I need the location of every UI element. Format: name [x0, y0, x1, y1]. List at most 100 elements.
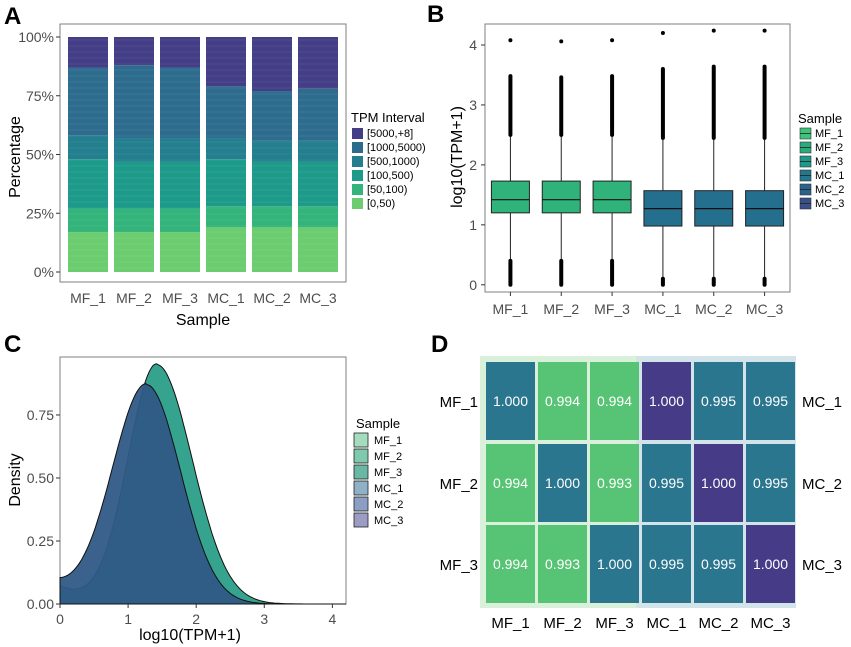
- legend-title: TPM Interval: [351, 110, 425, 125]
- box-plot: 0 1 2 3 4 MF_1 MF_2 MF_3 MC_1 MC_2 MC_3 log10(TPM…: [449, 23, 844, 317]
- y-tick-label: 50%: [26, 147, 54, 163]
- heatmap-value: 0.995: [753, 475, 788, 491]
- legend-label: [500,1000): [367, 156, 420, 168]
- legend-label: [5000,+8]: [367, 128, 413, 140]
- legend-label: MC_2: [374, 499, 403, 511]
- heatmap-cell: [538, 444, 587, 522]
- bar-segment: [114, 138, 154, 162]
- y-tick-label: 25%: [26, 205, 54, 221]
- panel-letter-c: C: [4, 331, 21, 358]
- legend-swatch: [353, 464, 369, 480]
- bar-segment: [298, 88, 338, 141]
- heatmap-cell: [590, 362, 639, 440]
- heatmap-cell: [746, 444, 795, 522]
- heatmap-value: 1.000: [649, 393, 684, 409]
- column-label: MC_3: [750, 615, 790, 632]
- y-tick-label: 75%: [26, 88, 54, 104]
- x-tick-label: MF_2: [116, 290, 152, 306]
- heatmap-value: 0.995: [753, 393, 788, 409]
- bar-segment: [114, 65, 154, 139]
- heatmap-cell: [694, 362, 743, 440]
- bar-segment: [298, 140, 338, 162]
- bar-segment: [252, 140, 292, 162]
- heatmap-cell: [642, 525, 691, 603]
- row-label-left: MF_1: [440, 394, 478, 411]
- heatmap-value: 0.993: [545, 556, 580, 572]
- bar-segment: [206, 159, 246, 207]
- legend-label: MC_2: [815, 184, 844, 196]
- x-tick-label: 3: [260, 611, 268, 627]
- bar-segment: [298, 227, 338, 272]
- x-tick-label: MC_2: [253, 290, 291, 306]
- heatmap-value: 0.994: [493, 475, 528, 491]
- heatmap-cell: [538, 525, 587, 603]
- plot-frame: [484, 23, 791, 293]
- legend-label: [0,50): [367, 198, 395, 210]
- legend-label: [1000,5000): [367, 142, 426, 154]
- column-label: MF_1: [491, 615, 529, 632]
- bar-segment: [114, 37, 154, 66]
- legend-swatch: [353, 480, 369, 496]
- box: [541, 180, 581, 214]
- y-axis-title: Density: [7, 453, 24, 506]
- y-tick-label: 4: [469, 37, 477, 53]
- heatmap-value: 0.994: [597, 393, 632, 409]
- heatmap-cell: [590, 444, 639, 522]
- y-tick-label: 2: [469, 157, 477, 173]
- bar-segment: [252, 227, 292, 272]
- x-tick-label: MF_3: [162, 290, 198, 306]
- bar-segment: [160, 208, 200, 233]
- legend-label: [100,500): [367, 170, 413, 182]
- bar-segment: [206, 227, 246, 272]
- x-tick-label: MF_3: [594, 301, 630, 317]
- bar-segment: [68, 67, 108, 136]
- y-tick-label: 0.75: [27, 407, 54, 423]
- row-label-right: MC_1: [802, 394, 842, 411]
- x-tick-label: MF_1: [493, 301, 529, 317]
- outlier-point-max: [660, 30, 665, 35]
- bar-segment: [298, 161, 338, 207]
- legend-label: MF_2: [815, 142, 843, 154]
- bar-segment: [114, 208, 154, 233]
- legend-label: MF_3: [815, 156, 843, 168]
- column-label: MF_3: [595, 615, 633, 632]
- column-label: MC_2: [698, 615, 738, 632]
- heatmap-cell: [746, 362, 795, 440]
- legend-swatch: [353, 448, 369, 464]
- bar-segment: [206, 86, 246, 139]
- outlier-point-max: [508, 38, 513, 43]
- y-tick-label: 3: [469, 97, 477, 113]
- outlier-point-max: [762, 28, 767, 33]
- legend-label: [50,100): [367, 184, 407, 196]
- bar-segment: [298, 206, 338, 228]
- heatmap-value: 1.000: [753, 556, 788, 572]
- legend-title: Sample: [356, 416, 400, 431]
- y-tick-label: 1: [469, 217, 477, 233]
- x-tick-label: MC_3: [299, 290, 337, 306]
- legend-label: MF_1: [815, 128, 843, 140]
- x-tick-label: 1: [124, 611, 132, 627]
- column-label: MC_1: [646, 615, 686, 632]
- heatmap-value: 0.995: [701, 556, 736, 572]
- heatmap-cell: [746, 525, 795, 603]
- heatmap-value: 1.000: [545, 475, 580, 491]
- density-curve-mc: [59, 383, 346, 605]
- bar-segment: [252, 161, 292, 207]
- heatmap-value: 0.993: [597, 475, 632, 491]
- box: [592, 180, 632, 214]
- x-tick-label: MF_1: [70, 290, 106, 306]
- legend-title: Sample: [798, 111, 842, 126]
- legend-swatch: [353, 512, 369, 528]
- x-axis-title: Sample: [176, 312, 230, 329]
- x-tick-label: MC_1: [644, 301, 682, 317]
- x-axis-title: log10(TPM+1): [139, 627, 241, 644]
- heatmap-value: 0.994: [545, 393, 580, 409]
- outlier-point-max: [610, 38, 615, 43]
- bar-segment: [68, 37, 108, 68]
- x-tick-label: 0: [56, 611, 64, 627]
- bar-segment: [160, 232, 200, 272]
- legend-swatch: [353, 432, 369, 448]
- row-label-left: MF_2: [440, 476, 478, 493]
- legend-label: MC_3: [815, 198, 844, 210]
- y-tick-label: 100%: [18, 29, 54, 45]
